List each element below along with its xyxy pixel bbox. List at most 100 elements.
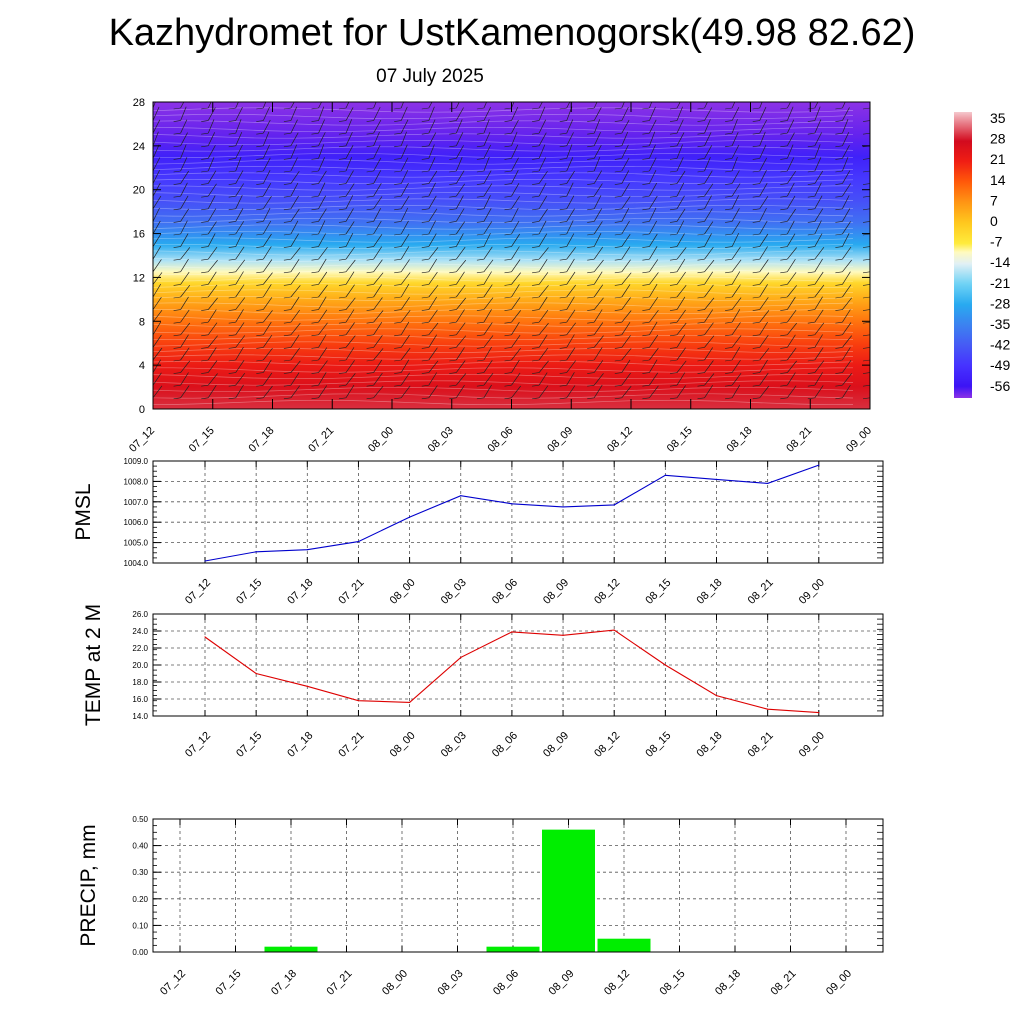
wind-barb — [731, 208, 740, 222]
wind-barb-flag — [421, 309, 429, 311]
wind-barb-flag — [642, 246, 650, 248]
wind-barb — [345, 284, 355, 298]
wind-barb-flag — [366, 170, 374, 173]
wind-barb — [649, 106, 656, 121]
wind-barb — [207, 107, 216, 121]
wind-barb-flag — [338, 296, 347, 299]
wind-barb — [869, 384, 870, 386]
wind-barb — [262, 144, 270, 159]
wind-barb — [483, 156, 490, 172]
wind-barb — [290, 360, 301, 373]
wind-barb-flag — [366, 334, 374, 337]
wind-barb-flag — [725, 195, 733, 198]
wind-barb-flag — [173, 321, 181, 324]
wind-barb — [207, 208, 217, 222]
wind-barb-flag — [476, 195, 484, 198]
wind-barb — [759, 359, 768, 373]
xtick-label: 07_18 — [285, 730, 315, 760]
wind-barb-flag — [835, 384, 843, 387]
wind-barb-flag — [669, 195, 678, 198]
wind-barb-flag — [173, 132, 181, 135]
wind-barb — [566, 170, 575, 184]
wind-barb-flag — [394, 132, 402, 135]
wind-barb-flag — [201, 258, 209, 261]
wind-barb — [345, 132, 353, 146]
wind-barb — [649, 359, 658, 373]
wind-barb-flag — [504, 359, 512, 362]
wind-barb — [649, 321, 658, 335]
wind-barb — [731, 170, 740, 184]
wind-barb — [235, 208, 244, 222]
contour-line — [153, 308, 854, 315]
wind-barb — [262, 119, 271, 134]
contour-line — [153, 243, 854, 250]
wind-barb — [262, 220, 272, 235]
wind-barb-flag — [862, 309, 870, 311]
wind-barb — [676, 322, 687, 336]
wind-barb-flag — [283, 334, 291, 337]
wind-barb — [566, 208, 575, 222]
wind-barb-flag — [311, 296, 319, 299]
wind-barb — [428, 284, 439, 298]
wind-barb-flag — [153, 297, 154, 298]
wind-barb — [731, 131, 739, 146]
wind-barb — [428, 385, 438, 399]
wind-barb — [704, 335, 715, 348]
wind-barb — [180, 347, 190, 361]
wind-barb-flag — [311, 271, 319, 274]
xtick-label: 07_21 — [336, 577, 366, 607]
wind-barb — [428, 296, 437, 310]
wind-barb — [428, 132, 437, 146]
wind-barb-flag — [780, 145, 788, 148]
wind-barb-flag — [752, 258, 760, 261]
wind-barb-flag — [173, 258, 181, 261]
wind-barb — [428, 347, 438, 361]
wind-barb-flag — [476, 246, 484, 248]
wind-barb-flag — [835, 296, 843, 299]
wind-barb-flag — [559, 321, 567, 324]
wind-barb — [842, 309, 851, 323]
wind-barb-flag — [752, 359, 760, 362]
wind-barb — [621, 335, 631, 348]
wind-barb-flag — [394, 384, 402, 387]
wind-barb — [787, 259, 796, 272]
wind-barb — [759, 183, 768, 197]
series-point — [204, 560, 206, 562]
wind-barb-flag — [752, 372, 760, 374]
contour-line — [153, 120, 854, 126]
wind-barb — [263, 347, 273, 361]
wind-barb — [759, 106, 767, 121]
wind-barb — [345, 360, 355, 373]
wind-barb — [428, 144, 435, 159]
wind-barb-flag — [476, 258, 484, 261]
wind-barb-flag — [228, 120, 236, 122]
wind-barb — [483, 309, 492, 323]
wind-barb — [235, 384, 244, 398]
wind-barb — [842, 297, 852, 310]
wind-barb-flag — [153, 171, 154, 172]
wind-barb — [290, 322, 301, 336]
wind-barb-flag — [532, 284, 540, 286]
wind-barb-flag — [669, 145, 678, 148]
wind-barb-flag — [587, 271, 595, 274]
wind-barb — [593, 335, 604, 348]
wind-barb-flag — [228, 334, 236, 337]
heatmap-xtick-label: 08_09 — [545, 425, 575, 455]
wind-barb — [814, 360, 825, 373]
wind-barb — [456, 246, 466, 260]
wind-barb-flag — [421, 397, 429, 400]
wind-barb — [345, 156, 353, 172]
wind-barb — [787, 385, 797, 399]
wind-barb-flag — [807, 384, 815, 387]
wind-barb-flag — [697, 183, 705, 185]
wind-barb — [676, 385, 686, 399]
wind-barb-flag — [614, 347, 622, 349]
wind-barb — [400, 195, 410, 209]
contour-line — [153, 139, 854, 146]
wind-barb — [731, 346, 741, 361]
wind-barb — [704, 309, 713, 323]
wind-barb — [180, 106, 187, 121]
wind-barb-flag — [752, 296, 760, 299]
wind-barb-flag — [283, 107, 291, 110]
xtick-label: 08_12 — [592, 730, 622, 760]
